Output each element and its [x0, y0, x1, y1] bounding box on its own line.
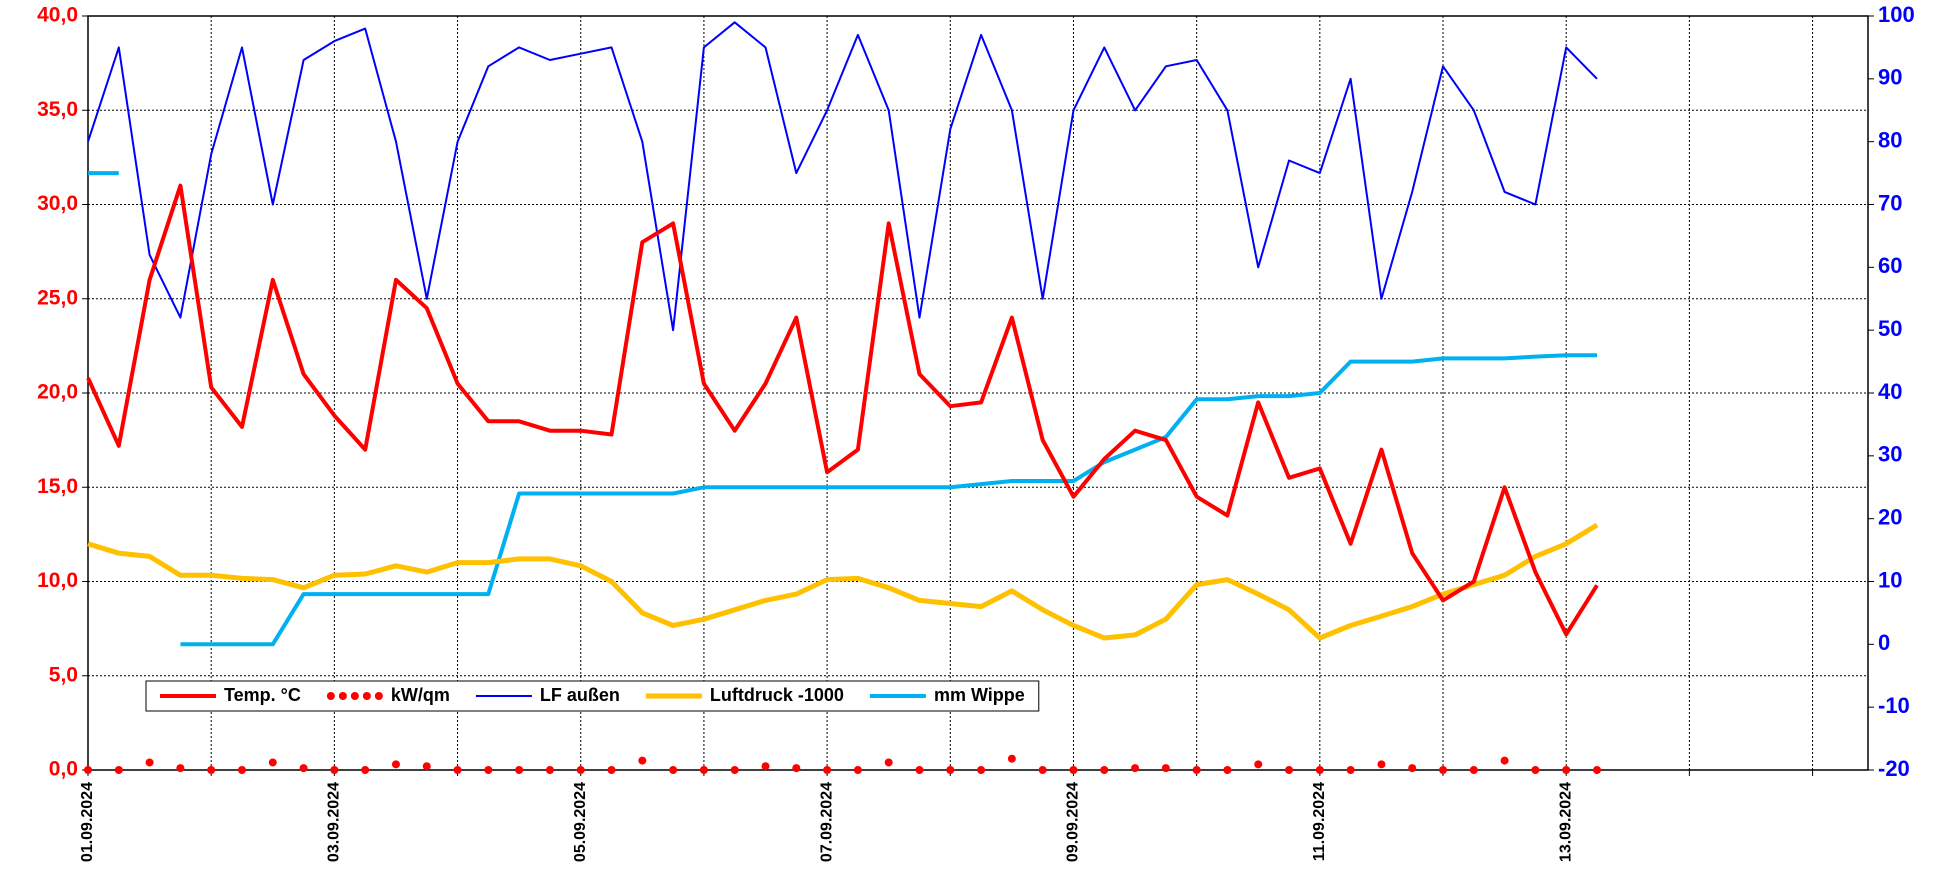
series-dot: [576, 766, 585, 774]
series-dot: [1007, 754, 1016, 763]
series-dot: [422, 762, 431, 771]
y2-tick-label: 20: [1878, 504, 1902, 529]
series-dot: [1439, 766, 1448, 774]
series-dot: [1469, 766, 1478, 774]
legend-label: kW/qm: [391, 685, 450, 705]
series-dot: [84, 766, 92, 774]
series-line: [87, 522, 1599, 641]
series-dot: [330, 766, 339, 774]
series-dot: [1562, 766, 1571, 774]
y2-tick-label: -20: [1878, 756, 1910, 781]
series-dot: [145, 758, 154, 767]
series-dot: [669, 766, 678, 774]
y2-tick-label: 30: [1878, 442, 1902, 467]
x-tick-label: 07.09.2024: [818, 782, 835, 862]
series-dot: [1100, 766, 1109, 774]
series-dot: [853, 766, 862, 774]
series-dot: [1531, 766, 1540, 774]
series-dot: [114, 766, 123, 774]
series-dot: [761, 762, 770, 771]
series-dot: [823, 766, 832, 774]
series-dot: [1161, 764, 1170, 773]
x-tick-label: 13.09.2024: [1557, 782, 1574, 862]
y-tick-label: 30,0: [37, 192, 78, 215]
y2-tick-label: 0: [1878, 630, 1890, 655]
y2-tick-label: 90: [1878, 65, 1902, 90]
series-dot: [607, 766, 616, 774]
series-dot: [391, 760, 400, 769]
legend-label: mm Wippe: [934, 685, 1025, 705]
series-dot: [484, 766, 493, 774]
x-tick-label: 09.09.2024: [1065, 782, 1082, 862]
y2-tick-label: 40: [1878, 379, 1902, 404]
series-dot: [1285, 766, 1294, 774]
series-dot: [1377, 760, 1386, 769]
series-dot: [1408, 764, 1417, 773]
series-dot: [453, 766, 462, 774]
series-dot: [1223, 766, 1232, 774]
series-dot: [361, 766, 370, 774]
series-dot: [699, 766, 708, 774]
x-tick-label: 11.09.2024: [1311, 782, 1328, 861]
y-tick-label: 10,0: [37, 569, 78, 592]
y2-tick-label: 70: [1878, 190, 1902, 215]
y2-tick-label: -10: [1878, 693, 1910, 718]
series-dot: [884, 758, 893, 767]
series-dot: [915, 766, 924, 774]
x-tick-label: 05.09.2024: [572, 782, 589, 862]
y-tick-label: 5,0: [49, 663, 78, 686]
legend-symbol: [338, 692, 347, 700]
y-tick-label: 20,0: [37, 381, 78, 404]
y-tick-label: 40,0: [37, 4, 78, 27]
series-line: [87, 21, 1598, 332]
series-dot: [1500, 756, 1509, 765]
series-dot: [1254, 760, 1263, 769]
series-dot: [792, 764, 801, 773]
y-tick-label: 0,0: [49, 758, 78, 781]
legend-label: LF außen: [540, 685, 620, 705]
series-dot: [1592, 766, 1601, 774]
series-line: [88, 171, 1597, 647]
legend-symbol: [326, 692, 335, 700]
y-tick-label: 15,0: [37, 475, 78, 498]
x-tick-label: 01.09.2024: [79, 782, 96, 862]
legend-label: Temp. °C: [224, 685, 301, 705]
legend-symbol: [374, 692, 383, 700]
series-dot: [946, 766, 955, 774]
series-line: [86, 183, 1599, 637]
y2-tick-label: 80: [1878, 127, 1902, 152]
y2-tick-label: 50: [1878, 316, 1902, 341]
legend-label: Luftdruck -1000: [710, 685, 844, 705]
series-dot: [207, 766, 216, 774]
series-dot: [268, 758, 277, 767]
y-tick-label: 25,0: [37, 286, 78, 309]
series-dot: [1131, 764, 1140, 773]
y-tick-label: 35,0: [37, 98, 78, 121]
series-dot: [1346, 766, 1355, 774]
series-dot: [1192, 766, 1201, 774]
series-dot: [515, 766, 524, 774]
series-dot: [638, 756, 647, 765]
y2-tick-label: 10: [1878, 567, 1902, 592]
series-dot: [176, 764, 185, 773]
legend-symbol: [362, 692, 371, 700]
y2-tick-label: 100: [1878, 2, 1915, 27]
series-dot: [1038, 766, 1047, 774]
series-dot: [1069, 766, 1078, 774]
series-dot: [1315, 766, 1324, 774]
legend: Temp. °C kW/qm LF außen Luftdruck -1000 mm W…: [145, 680, 1040, 712]
series-dot: [730, 766, 739, 774]
legend-symbol: [350, 692, 359, 700]
x-tick-label: 03.09.2024: [326, 782, 343, 862]
y2-tick-label: 60: [1878, 253, 1902, 278]
series-dot: [237, 766, 246, 774]
series-dot: [299, 764, 308, 773]
series-dot: [545, 766, 554, 774]
series-dot: [977, 766, 986, 774]
